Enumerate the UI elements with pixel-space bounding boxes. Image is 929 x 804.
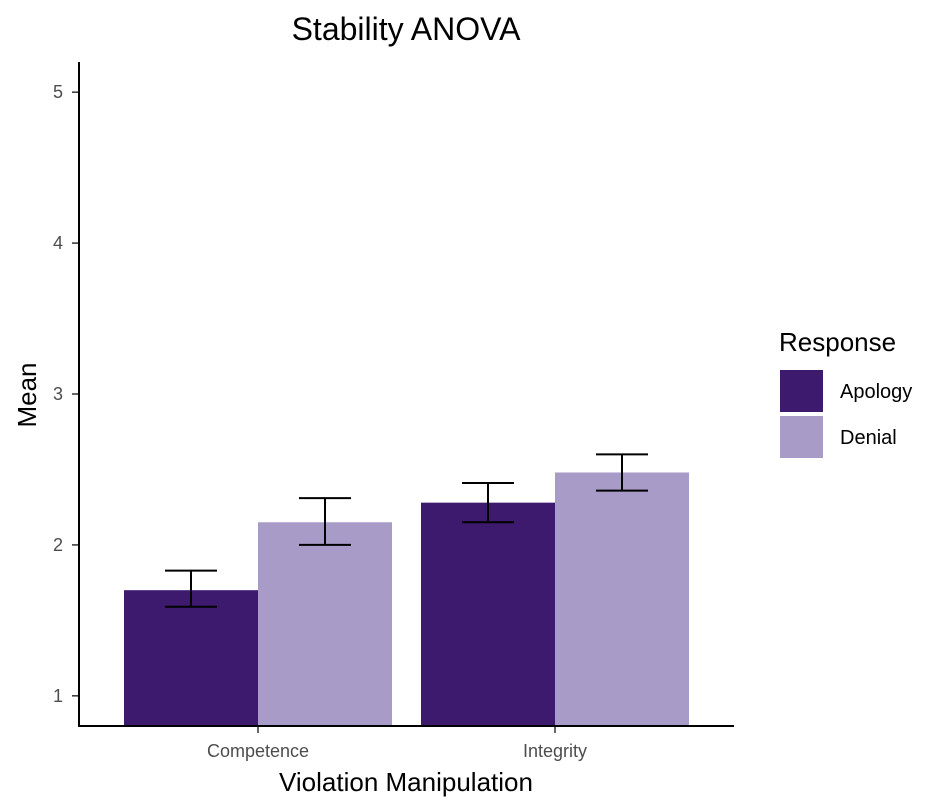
legend: Response Apology Denial <box>779 327 912 458</box>
y-tick-label: 4 <box>53 233 63 253</box>
legend-items: Apology Denial <box>780 370 912 458</box>
x-tick-label: Integrity <box>523 741 587 761</box>
bar-apology-competence <box>124 590 258 726</box>
x-axis-ticks: Competence Integrity <box>207 726 587 761</box>
error-bars <box>165 453 648 608</box>
y-tick-label: 5 <box>53 82 63 102</box>
legend-label-denial: Denial <box>840 427 897 449</box>
chart-title: Stability ANOVA <box>292 11 521 47</box>
bars <box>124 472 689 726</box>
bar-denial-competence <box>258 522 392 726</box>
x-axis-title: Violation Manipulation <box>279 767 533 797</box>
y-axis-title: Mean <box>12 362 42 427</box>
legend-title: Response <box>779 327 896 357</box>
y-tick-label: 1 <box>53 686 63 706</box>
y-tick-label: 2 <box>53 535 63 555</box>
y-tick-label: 3 <box>53 384 63 404</box>
x-tick-label: Competence <box>207 741 309 761</box>
legend-label-apology: Apology <box>840 381 912 403</box>
bar-denial-integrity <box>555 472 689 726</box>
bar-apology-integrity <box>421 502 555 726</box>
legend-swatch-denial <box>780 416 823 458</box>
legend-swatch-apology <box>780 370 823 412</box>
y-axis-ticks: 1 2 3 4 5 <box>53 82 79 706</box>
